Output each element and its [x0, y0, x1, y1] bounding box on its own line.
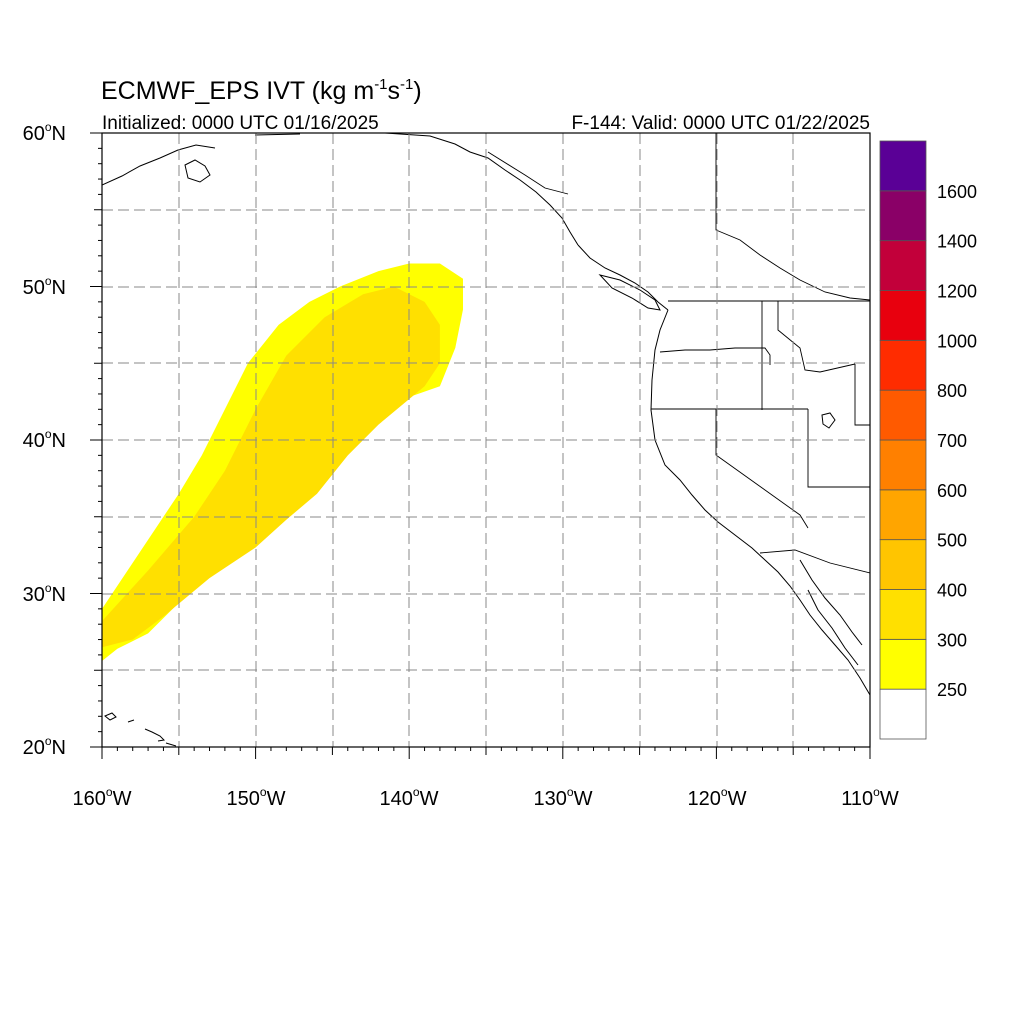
x-tick-label-110w: 110oW: [841, 785, 899, 810]
x-tick-label-150w: 150oW: [227, 785, 286, 810]
colorbar-swatch: [879, 439, 927, 491]
y-axis-labels: 60oN 50oN 40oN 30oN 20oN: [23, 120, 66, 759]
y-tick-label-50n: 50oN: [23, 274, 66, 299]
coastlines: [102, 133, 870, 747]
colorbar-swatch: [879, 290, 927, 341]
colorbar-swatch: [879, 688, 927, 740]
colorbar-swatch: [879, 140, 927, 192]
colorbar-label: 250: [937, 680, 967, 700]
colorbar-swatch: [879, 589, 927, 640]
colorbar-swatch: [879, 489, 927, 541]
colorbar-swatch: [879, 539, 927, 590]
y-tick-label-40n: 40oN: [23, 427, 66, 452]
us-mexico-border: [759, 549, 870, 574]
colorbar-label: 700: [937, 431, 967, 451]
y-tick-label-60n: 60oN: [23, 120, 66, 145]
x-tick-label-160w: 160oW: [73, 785, 132, 810]
colorbar-swatch: [879, 240, 927, 291]
colorbar-label: 800: [937, 381, 967, 401]
alaska-coast: [102, 133, 579, 246]
washington-oregon-border: [659, 347, 771, 365]
x-tick-label-120w: 120oW: [688, 785, 747, 810]
x-tick-label-140w: 140oW: [380, 785, 439, 810]
kodiak-island: [184, 159, 211, 183]
canada-interior: [715, 133, 870, 301]
bc-coast: [577, 244, 669, 311]
colorbar-swatch: [879, 339, 927, 391]
great-salt-lake: [821, 412, 836, 429]
political-borders: [487, 133, 870, 574]
colorbar-label: 1400: [937, 232, 977, 252]
colorbar-label: 1600: [937, 182, 977, 202]
nevada-border: [715, 409, 809, 529]
x-tick-label-130w: 130oW: [534, 785, 593, 810]
vancouver-island: [598, 274, 661, 311]
gulf-california: [799, 559, 863, 666]
hawaii-islands: [104, 712, 177, 747]
x-axis-labels: 160oW 150oW 140oW 130oW 120oW 110oW: [73, 785, 899, 810]
utah-border: [807, 364, 870, 488]
ivt-contour-300: [102, 286, 440, 648]
alaska-canada-border: [487, 151, 569, 195]
y-tick-label-20n: 20oN: [23, 734, 66, 759]
idaho-border: [761, 301, 856, 410]
initialized-label: Initialized: 0000 UTC 01/16/2025: [102, 113, 379, 134]
ivt-field: [102, 263, 463, 661]
colorbar-label: 600: [937, 481, 967, 501]
graticule: [102, 133, 870, 747]
colorbar-label: 1000: [937, 331, 977, 351]
colorbar-swatch: [879, 190, 927, 242]
chart-title: ECMWF_EPS IVT (kg m-1s-1): [101, 76, 422, 105]
colorbar: 250 300 400 500 600 700 800 1000 1200 1400 1600: [879, 140, 977, 740]
y-tick-label-30n: 30oN: [23, 581, 66, 606]
colorbar-label: 400: [937, 581, 967, 601]
colorbar-label: 500: [937, 531, 967, 551]
colorbar-label: 1200: [937, 282, 977, 302]
valid-time-label: F-144: Valid: 0000 UTC 01/22/2025: [571, 113, 870, 134]
colorbar-swatch: [879, 389, 927, 441]
west-coast: [650, 309, 870, 696]
colorbar-label: 300: [937, 630, 967, 650]
colorbar-swatch: [879, 638, 927, 690]
axis-ticks: [90, 132, 871, 759]
